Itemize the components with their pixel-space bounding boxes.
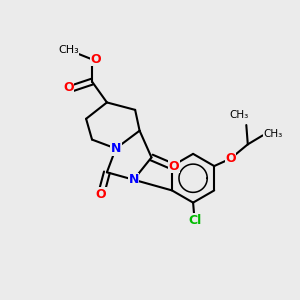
Text: O: O bbox=[90, 53, 101, 66]
Text: O: O bbox=[96, 188, 106, 201]
Text: CH₃: CH₃ bbox=[58, 45, 79, 56]
Text: O: O bbox=[169, 160, 179, 173]
Text: CH₃: CH₃ bbox=[263, 129, 283, 139]
Text: CH₃: CH₃ bbox=[229, 110, 248, 120]
Text: O: O bbox=[225, 152, 236, 165]
Text: N: N bbox=[111, 142, 121, 155]
Text: Cl: Cl bbox=[188, 214, 201, 227]
Text: O: O bbox=[63, 81, 74, 94]
Text: N: N bbox=[128, 173, 139, 186]
